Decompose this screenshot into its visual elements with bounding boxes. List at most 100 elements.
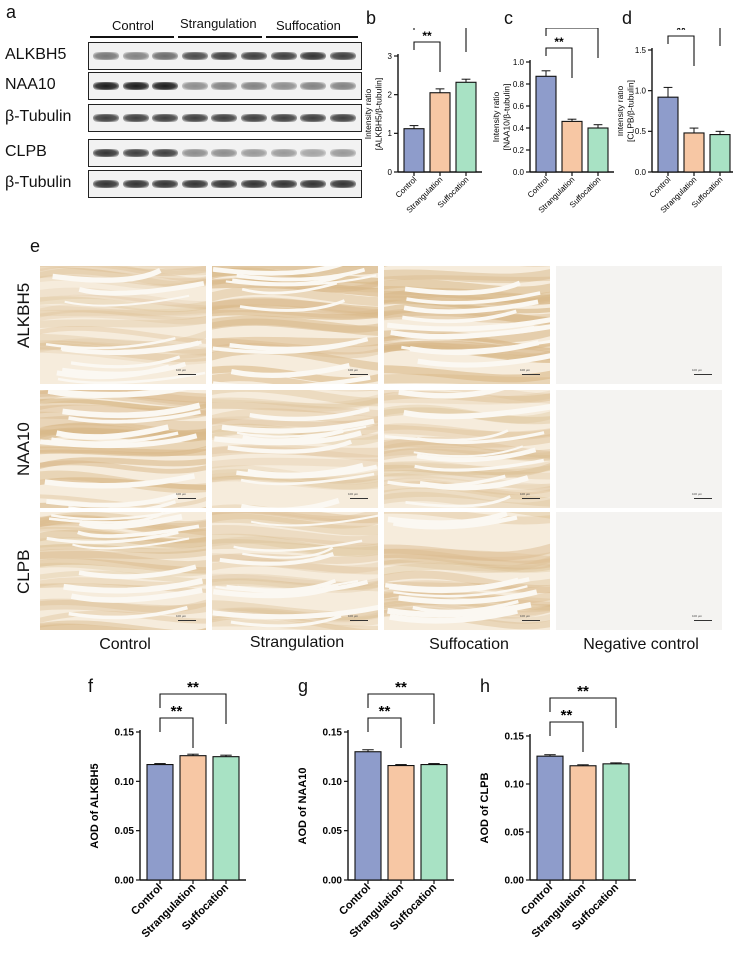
wb-band [329,180,356,188]
wb-row-label-3: CLPB [5,143,47,160]
scale-bar [694,374,712,375]
significance-bracket [159,693,227,724]
wb-band [181,114,208,122]
y-tick-label: 0.15 [115,728,135,739]
scale-bar-label: 100 μm [692,368,703,372]
bar-control [535,75,557,173]
scale-bar-label: 100 μm [520,492,531,496]
bar-control [536,755,564,881]
panel-letter-b: b [366,8,377,28]
significance-label: ** [171,703,183,720]
scale-bar-label: 100 μm [520,368,531,372]
y-tick-label: 1.5 [635,46,647,55]
significance-bracket [367,717,402,748]
ihc-image: 100 μm [384,512,550,630]
scale-bar [522,620,540,621]
wb-band [211,149,238,157]
y-tick-label: 0.05 [115,826,135,837]
wb-strip-2 [88,104,362,132]
y-tick-label: 0.5 [635,127,647,136]
wb-band [270,180,297,188]
wb-band [329,82,356,90]
wb-band [152,149,179,157]
ihc-col-label-suffocation: Suffocation [429,636,509,653]
scale-bar-label: 100 μm [176,492,187,496]
significance-bracket [413,41,441,72]
bar-strangulation [683,132,705,173]
wb-band [270,149,297,157]
bar-suffocation [420,764,448,881]
scale-bar-label: 100 μm [348,492,359,496]
ihc-col-label-strangulation: Strangulation [249,634,345,651]
wb-band [122,82,149,90]
wb-band [211,114,238,122]
significance-label: *** [565,28,579,29]
y-tick-label: 1 [388,129,393,138]
significance-bracket [367,693,435,724]
panel-letter-h: h [480,676,491,696]
scale-bar [522,498,540,499]
wb-band [122,149,149,157]
y-axis-label: Intensity ratio [491,91,501,142]
bar-suffocation [212,756,240,881]
y-tick-label: 0 [388,168,393,177]
panel-letter-c: c [504,8,513,28]
wb-band [181,149,208,157]
ihc-image: 100 μm [556,512,722,630]
significance-bracket [667,35,695,66]
wb-band [270,52,297,60]
bar-suffocation [455,81,477,173]
bar-control [146,764,174,881]
wb-band [181,180,208,188]
scale-bar-label: 100 μm [176,368,187,372]
wb-band [241,180,267,188]
significance-bracket [549,697,617,728]
chart-g: AOD of NAA100.000.050.100.15ControlStran… [297,680,454,940]
ihc-image: 100 μm [212,390,378,508]
ihc-row-label-clpb: CLPB [14,549,33,594]
ihc-image: 100 μm [40,266,206,384]
wb-band [152,180,179,188]
wb-band [300,82,327,90]
wb-band [152,82,179,90]
significance-label: ** [561,707,573,724]
wb-band [181,82,208,90]
bar-control [403,128,425,173]
significance-label: ** [187,680,199,696]
y-tick-label: 0.0 [635,168,647,177]
significance-label: ** [395,680,407,696]
bar-suffocation [602,763,630,881]
x-tick-label: Control [648,175,673,200]
wb-group-suffocation: Suffocation [276,18,341,33]
wb-strip-4 [88,170,362,198]
ihc-row-label-alkbh5: ALKBH5 [14,282,33,348]
bar-strangulation [387,764,415,881]
significance-bracket [545,47,573,78]
y-tick-label: 0.10 [115,777,135,788]
scale-bar-label: 100 μm [692,614,703,618]
scale-bar [694,498,712,499]
y-tick-label: 0.00 [323,876,343,887]
bar-strangulation [561,120,583,173]
y-tick-label: 0.10 [505,780,525,791]
significance-bracket [159,717,194,748]
y-axis-label: AOD of ALKBH5 [89,763,101,848]
wb-band [270,114,297,122]
scale-bar-label: 100 μm [176,614,187,618]
scale-bar [522,374,540,375]
scale-bar [694,620,712,621]
x-tick-label: Control [394,175,419,200]
y-axis-label: [CLPB/β-tubulin] [625,80,635,142]
significance-bracket [413,28,467,52]
bar-control [657,96,679,173]
wb-band [93,52,119,60]
chart-d: Intensity ratio [CLPB/β-tubulin] 0.0 0.5 1.0… [618,28,733,215]
chart-h: AOD of CLPB0.000.050.100.15ControlStrang… [479,683,636,940]
bar-control [354,751,382,881]
bar-strangulation [569,765,597,881]
wb-group-line-control [90,36,174,38]
panel-letter-d: d [622,8,633,28]
y-tick-label: 0.8 [513,80,525,89]
ihc-image: 100 μm [212,266,378,384]
significance-bracket [545,28,599,58]
